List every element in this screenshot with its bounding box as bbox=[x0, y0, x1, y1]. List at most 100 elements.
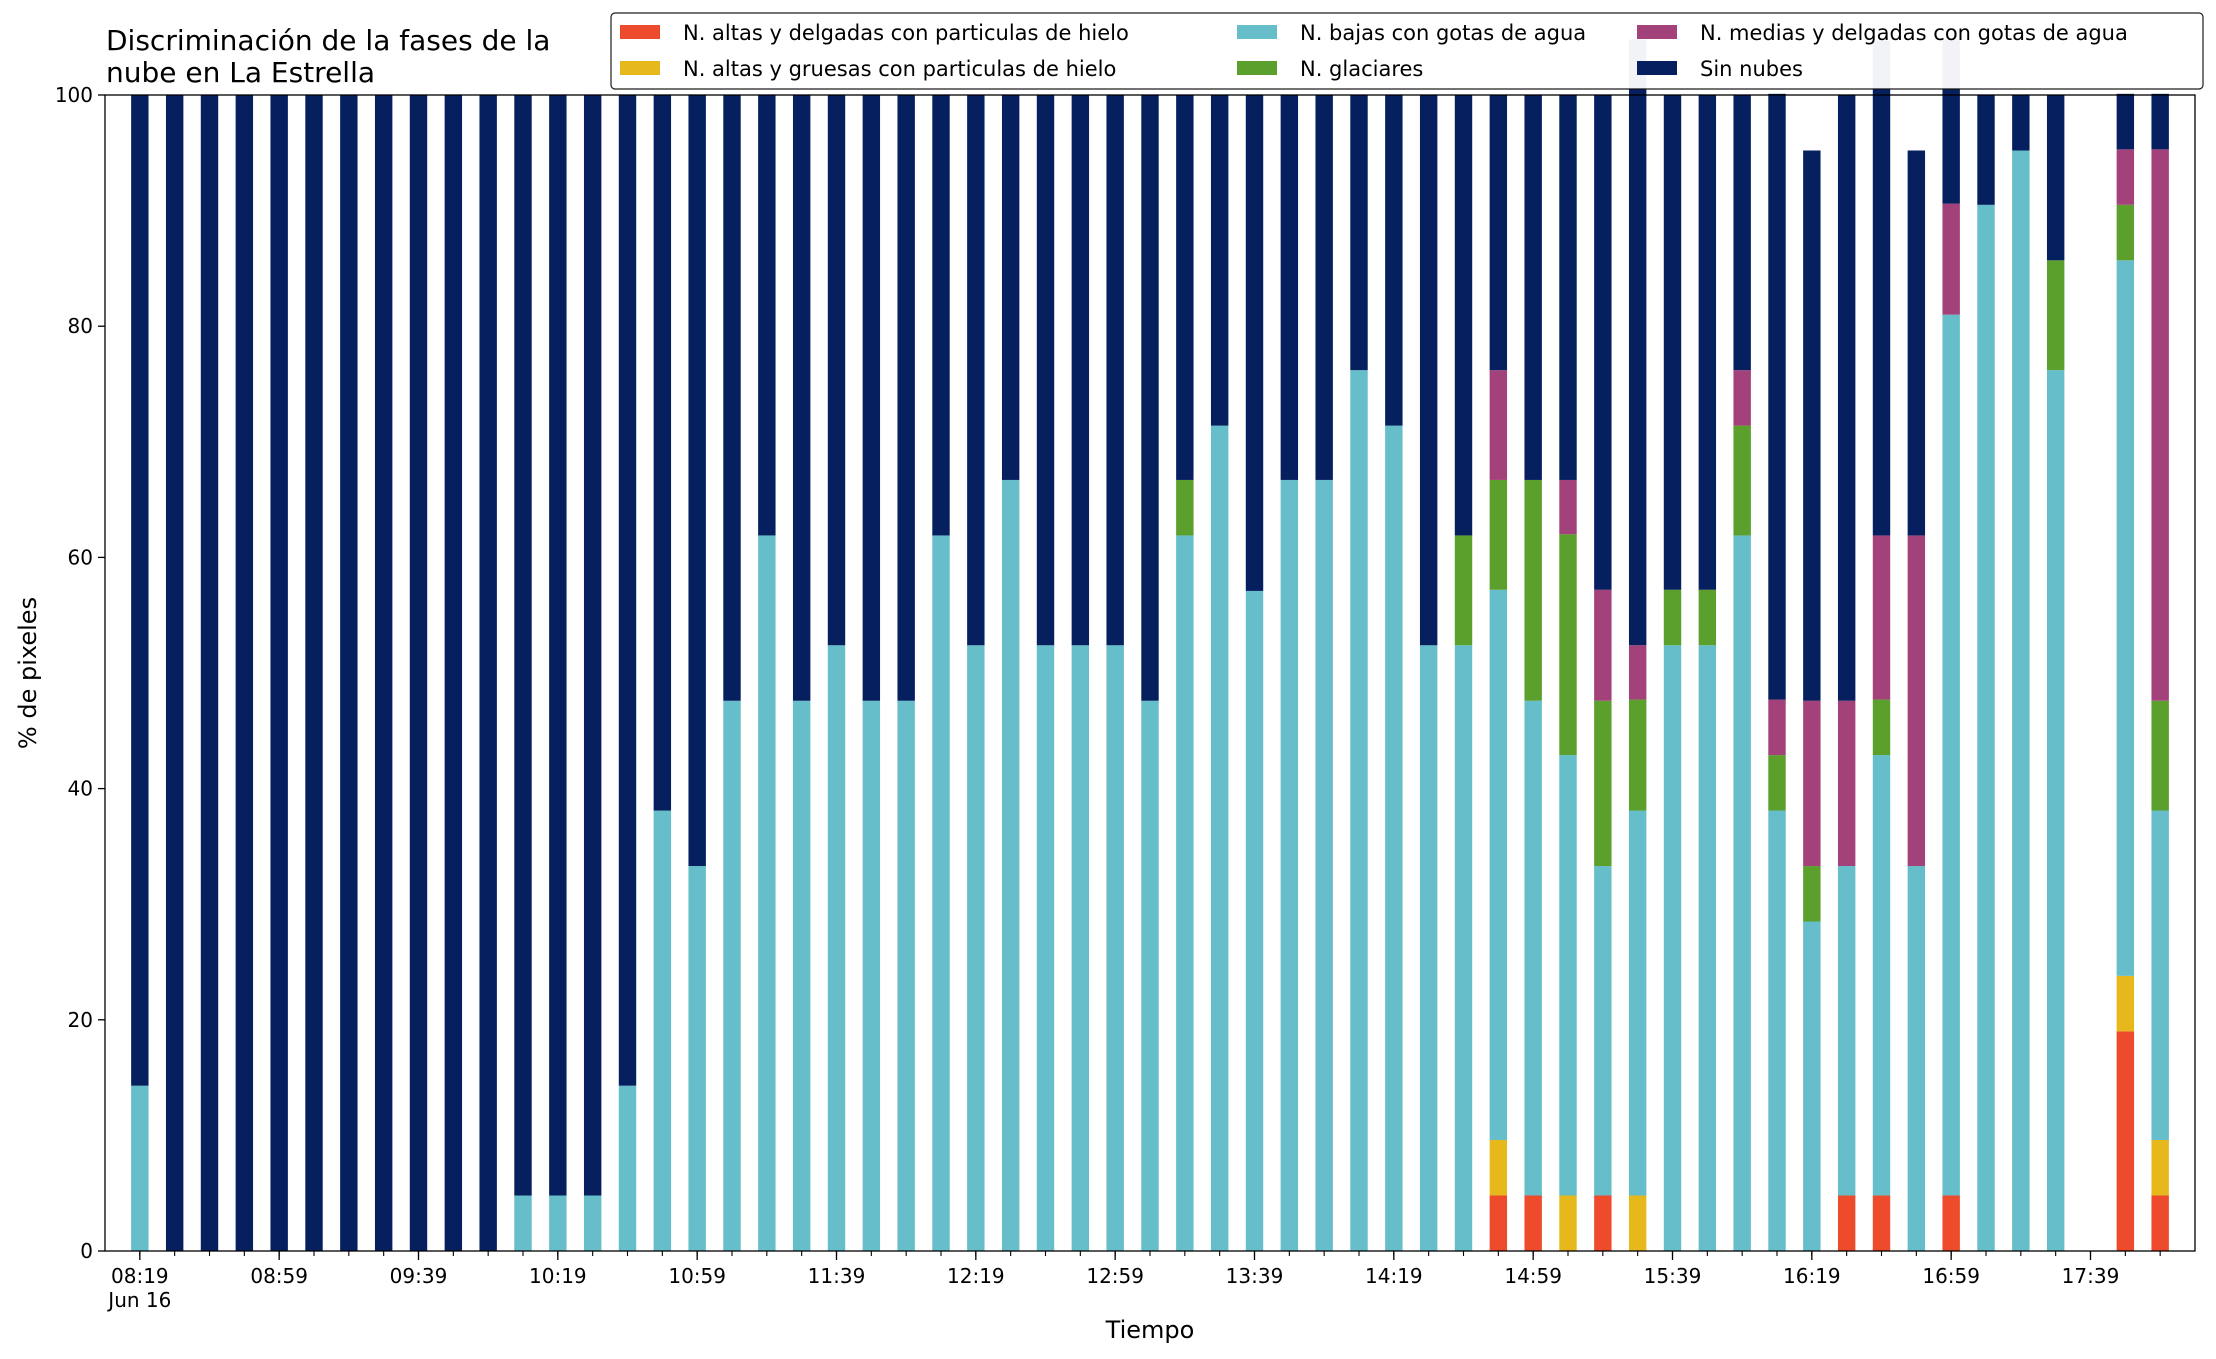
bar-segment bbox=[1768, 810, 1786, 1251]
bar-segment bbox=[1559, 534, 1577, 756]
bar-segment bbox=[1489, 95, 1508, 371]
bar-segment bbox=[723, 700, 741, 1251]
bar-segment bbox=[1280, 479, 1299, 1251]
bar-segment bbox=[1942, 1195, 1960, 1251]
bar-segment bbox=[1385, 95, 1403, 426]
legend-box bbox=[610, 12, 2204, 90]
legend-swatch bbox=[620, 61, 660, 75]
bar-segment bbox=[1663, 645, 1682, 1251]
bar-segment bbox=[1280, 95, 1299, 480]
bar-segment bbox=[1698, 645, 1717, 1251]
bar-segment bbox=[1454, 535, 1473, 646]
x-tick-sublabel: Jun 16 bbox=[106, 1288, 171, 1312]
bar-segment bbox=[1454, 645, 1473, 1251]
x-tick-label: 08:59 bbox=[250, 1264, 308, 1288]
y-tick-label: 0 bbox=[80, 1239, 93, 1263]
bar-segment bbox=[583, 1195, 602, 1251]
bar-segment bbox=[1454, 95, 1473, 536]
legend-label: N. altas y gruesas con particulas de hie… bbox=[683, 57, 1116, 81]
bar-segment bbox=[1733, 425, 1751, 536]
legend-swatch bbox=[620, 25, 660, 39]
bar-segment bbox=[1385, 425, 1403, 1251]
bar-segment bbox=[1036, 645, 1055, 1251]
bar-segment bbox=[1907, 535, 1926, 867]
legend-swatch bbox=[1237, 25, 1277, 39]
bar-segment bbox=[1837, 866, 1856, 1196]
x-tick-label: 16:19 bbox=[1783, 1264, 1841, 1288]
bar-segment bbox=[1559, 1195, 1577, 1251]
bar-segment bbox=[1698, 589, 1717, 646]
bar-segment bbox=[1315, 479, 1333, 1251]
legend-label: N. bajas con gotas de agua bbox=[1300, 21, 1586, 45]
bar-segment bbox=[270, 95, 288, 1251]
bar-segment bbox=[1663, 589, 1682, 646]
bar-segment bbox=[1524, 700, 1542, 1196]
bar-segment bbox=[1977, 95, 1995, 205]
bar-segment bbox=[862, 700, 881, 1251]
x-tick-label: 10:59 bbox=[668, 1264, 726, 1288]
bar-segment bbox=[1872, 755, 1891, 1196]
bar-segment bbox=[2116, 93, 2135, 150]
bar-segment bbox=[1594, 700, 1612, 867]
x-tick-label: 11:39 bbox=[808, 1264, 866, 1288]
bar-segment bbox=[479, 95, 497, 1251]
bar-segment bbox=[792, 95, 811, 701]
bar-segment bbox=[374, 95, 393, 1251]
bar-segment bbox=[1594, 1195, 1612, 1251]
bar-segment bbox=[932, 535, 950, 1251]
x-tick-label: 14:19 bbox=[1365, 1264, 1423, 1288]
bar-segment bbox=[1315, 95, 1333, 480]
bar-segment bbox=[1141, 700, 1159, 1251]
legend-label: N. medias y delgadas con gotas de agua bbox=[1700, 21, 2128, 45]
legend: N. altas y delgadas con particulas de hi… bbox=[610, 12, 2204, 90]
x-tick-label: 16:59 bbox=[1922, 1264, 1980, 1288]
bar-segment bbox=[409, 95, 428, 1251]
bar-segment bbox=[1768, 699, 1786, 756]
bar-segment bbox=[1524, 479, 1542, 701]
bar-segment bbox=[792, 700, 811, 1251]
bar-segment bbox=[2151, 93, 2169, 150]
x-tick-label: 12:59 bbox=[1086, 1264, 1144, 1288]
bar-segment bbox=[1907, 150, 1926, 536]
legend-label: N. glaciares bbox=[1300, 57, 1423, 81]
bar-segment bbox=[1872, 535, 1891, 700]
bar-segment bbox=[514, 95, 532, 1196]
bar-segment bbox=[1837, 95, 1856, 701]
bar-segment bbox=[1141, 95, 1159, 701]
bar-segment bbox=[1594, 95, 1612, 590]
bar-segment bbox=[688, 866, 706, 1251]
bar-segment bbox=[1803, 921, 1821, 1251]
x-tick-label: 15:39 bbox=[1644, 1264, 1702, 1288]
bar-segment bbox=[1837, 700, 1856, 867]
bar-segment bbox=[1942, 203, 1960, 315]
bar-segment bbox=[1350, 95, 1368, 371]
x-tick-label: 09:39 bbox=[390, 1264, 448, 1288]
bar-segment bbox=[1106, 645, 1124, 1251]
bar-segment bbox=[1245, 95, 1264, 591]
bar-segment bbox=[2116, 975, 2135, 1032]
bar-segment bbox=[1176, 535, 1194, 1251]
y-axis-label: % de pixeles bbox=[14, 597, 42, 749]
bar-segment bbox=[1663, 95, 1682, 590]
legend-swatch bbox=[1637, 61, 1677, 75]
bars-group bbox=[131, 39, 2169, 1252]
bar-segment bbox=[2046, 95, 2065, 261]
bar-segment bbox=[1698, 95, 1717, 590]
bar-segment bbox=[1071, 95, 1090, 646]
bar-segment bbox=[131, 95, 149, 1086]
bar-segment bbox=[1628, 810, 1647, 1196]
bar-segment bbox=[827, 645, 846, 1251]
bar-segment bbox=[549, 95, 567, 1196]
y-tick-label: 80 bbox=[68, 314, 93, 338]
bar-segment bbox=[1803, 150, 1821, 701]
bar-segment bbox=[2151, 700, 2169, 811]
bar-segment bbox=[1176, 95, 1194, 480]
bar-segment bbox=[1559, 755, 1577, 1196]
bar-segment bbox=[1628, 699, 1647, 811]
bar-segment bbox=[1803, 866, 1821, 922]
bar-segment bbox=[583, 95, 602, 1196]
x-tick-label: 14:59 bbox=[1504, 1264, 1562, 1288]
bar-segment bbox=[1872, 1195, 1891, 1251]
bar-segment bbox=[967, 95, 985, 646]
